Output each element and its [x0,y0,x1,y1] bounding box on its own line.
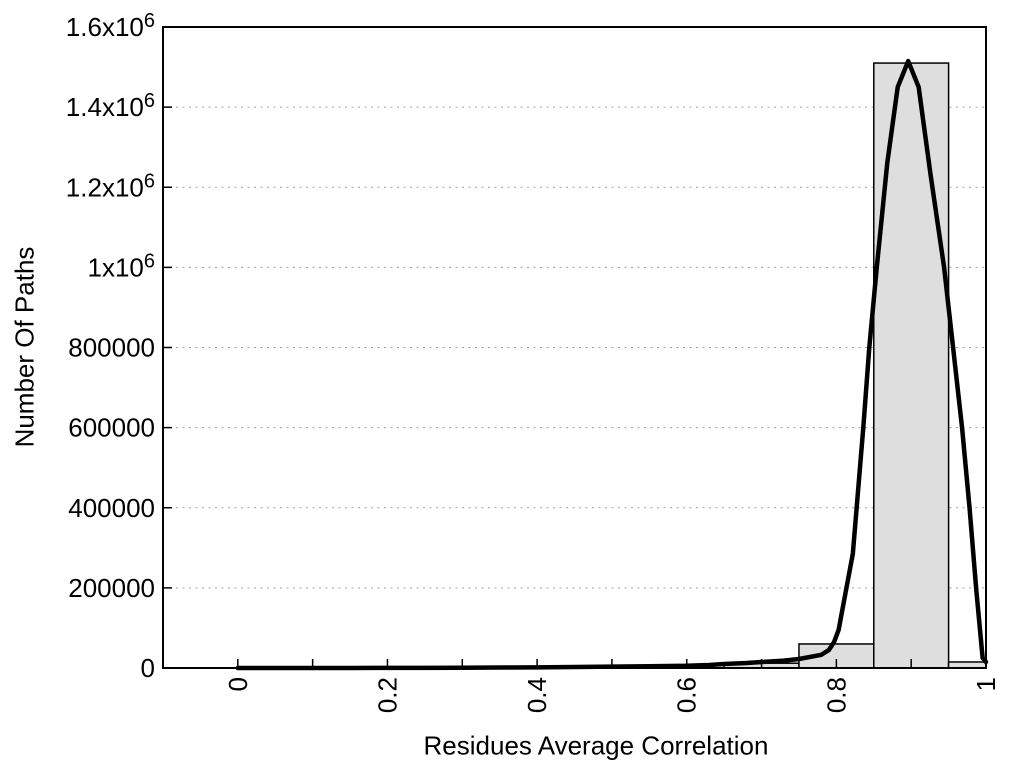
x-tick-label: 0.6 [672,677,702,713]
x-tick-label: 0 [223,677,253,691]
y-axis-label: Number Of Paths [9,246,40,448]
x-tick-label: 0.4 [522,677,552,713]
y-tick-label: 1.2x106 [66,170,155,202]
y-tick-label: 200000 [68,573,155,603]
x-tick-label: 1 [971,677,1001,691]
y-tick-label: 0 [141,653,155,683]
y-tick-label: 1.4x106 [66,90,155,122]
y-tick-label: 400000 [68,493,155,523]
histogram-bar [873,62,950,669]
y-tick-label: 1.6x106 [66,10,155,42]
x-tick-label: 0.2 [372,677,402,713]
y-tick-label: 800000 [68,333,155,363]
y-tick-label: 600000 [68,413,155,443]
x-tick-label: 0.8 [821,677,851,713]
y-tick-label: 1x106 [87,250,155,282]
x-axis-label: Residues Average Correlation [423,730,769,761]
